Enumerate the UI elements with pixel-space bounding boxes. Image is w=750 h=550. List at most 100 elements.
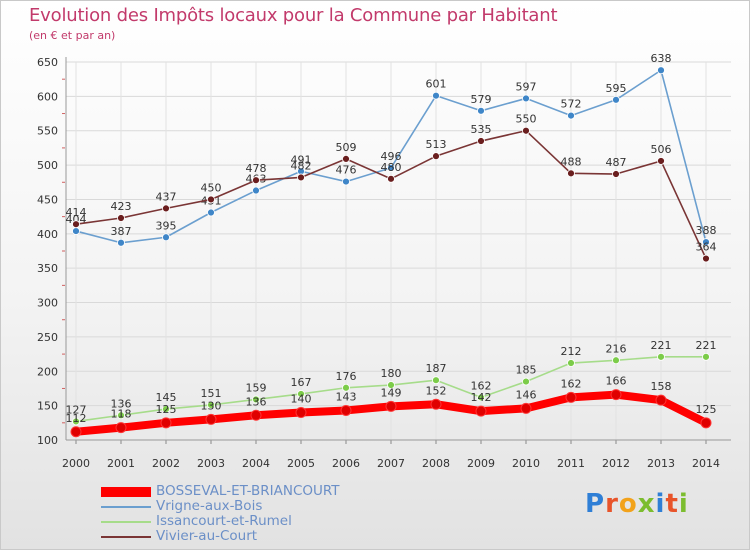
y-tick-label: 500	[37, 159, 58, 172]
y-tick-label: 150	[37, 400, 58, 413]
x-tick-label: 2005	[287, 457, 315, 470]
data-label: 176	[336, 370, 357, 383]
data-label: 216	[606, 342, 627, 355]
legend-item: Vivier-au-Court	[101, 529, 340, 544]
data-point	[70, 426, 82, 438]
data-point	[162, 405, 170, 413]
data-point	[205, 413, 217, 425]
data-point	[387, 163, 395, 172]
data-label: 437	[156, 190, 177, 203]
data-label: 364	[696, 241, 717, 254]
x-tick-label: 2013	[647, 457, 675, 470]
y-tick-label: 600	[37, 90, 58, 103]
data-label: 488	[561, 155, 582, 168]
data-label: 221	[696, 339, 717, 352]
data-label: 480	[381, 161, 402, 174]
data-label: 125	[156, 403, 177, 416]
data-point	[567, 169, 575, 178]
data-label: 487	[606, 156, 627, 169]
data-label: 506	[651, 143, 672, 156]
data-label: 579	[471, 93, 492, 106]
data-label: 414	[66, 206, 87, 219]
y-tick-label: 250	[37, 331, 58, 344]
data-point	[430, 398, 442, 410]
data-point	[117, 411, 125, 420]
data-point	[72, 220, 80, 229]
data-point	[250, 409, 262, 421]
data-point	[612, 356, 620, 365]
data-point	[252, 395, 260, 404]
data-point	[117, 214, 125, 222]
y-tick-label: 200	[37, 365, 58, 378]
data-label: 162	[471, 379, 492, 392]
data-point	[522, 94, 530, 103]
data-label: 476	[336, 164, 357, 177]
data-label: 221	[651, 339, 672, 352]
y-tick-label: 100	[37, 434, 58, 447]
data-label: 167	[291, 376, 312, 389]
x-tick-label: 2011	[557, 457, 585, 470]
data-point	[565, 391, 577, 403]
data-point	[342, 177, 350, 186]
data-label: 143	[336, 390, 357, 403]
data-label: 140	[291, 393, 312, 406]
data-label: 496	[381, 150, 402, 163]
data-point	[342, 155, 350, 163]
chart-subtitle: (en € et par an)	[29, 29, 116, 42]
data-point	[475, 405, 487, 417]
data-point	[477, 106, 485, 115]
data-label: 127	[66, 403, 87, 416]
x-tick-label: 2012	[602, 457, 630, 470]
data-label: 180	[381, 367, 402, 380]
data-point	[655, 394, 667, 406]
data-label: 482	[291, 159, 312, 172]
legend-label: Issancourt-et-Rumel	[156, 513, 292, 529]
x-tick-label: 2000	[62, 457, 90, 470]
data-label: 597	[516, 80, 537, 93]
data-point	[477, 137, 485, 145]
x-tick-label: 2004	[242, 457, 270, 470]
y-tick-label: 450	[37, 193, 58, 206]
data-point	[657, 66, 665, 75]
data-label: 151	[201, 387, 222, 400]
data-label: 166	[606, 375, 627, 388]
x-tick-label: 2014	[692, 457, 720, 470]
data-label: 491	[291, 153, 312, 166]
data-point	[612, 170, 620, 178]
x-tick-label: 2001	[107, 457, 135, 470]
data-label: 212	[561, 345, 582, 358]
data-point	[72, 227, 80, 235]
data-point	[520, 402, 532, 414]
data-label: 388	[696, 224, 717, 237]
data-point	[297, 173, 305, 182]
data-point	[432, 91, 440, 100]
data-label: 185	[516, 364, 537, 377]
data-point	[477, 393, 485, 402]
legend-swatch	[101, 536, 151, 538]
data-point	[252, 176, 260, 185]
data-point	[610, 389, 622, 401]
legend-label: Vrigne-aux-Bois	[156, 498, 263, 514]
chart-legend: BOSSEVAL-ET-BRIANCOURT Vrigne-aux-Bois Iss…	[101, 484, 340, 544]
legend-swatch	[101, 506, 151, 508]
proxiti-logo: Proxiti	[585, 489, 689, 519]
data-label: 450	[201, 181, 222, 194]
series-vrigne-aux-bois: 4043873954314634914764966015795975725956…	[66, 52, 717, 247]
data-point	[340, 404, 352, 416]
data-label: 187	[426, 362, 447, 375]
y-tick-label: 550	[37, 125, 58, 138]
series-issancourt-et-rumel: 127 136 145 151 159 167 176 180 187 162 185 212 216 2…	[66, 339, 717, 426]
data-point	[522, 126, 530, 135]
legend-label: Vivier-au-Court	[156, 528, 258, 544]
data-label: 152	[426, 384, 447, 397]
data-label: 162	[561, 377, 582, 390]
data-label: 125	[696, 403, 717, 416]
data-label: 595	[606, 82, 627, 95]
data-label: 638	[651, 52, 672, 65]
data-label: 478	[246, 162, 267, 175]
data-label: 146	[516, 388, 537, 401]
data-point	[72, 417, 80, 426]
data-point	[207, 195, 215, 204]
data-point	[657, 157, 665, 165]
y-tick-label: 300	[37, 297, 58, 310]
